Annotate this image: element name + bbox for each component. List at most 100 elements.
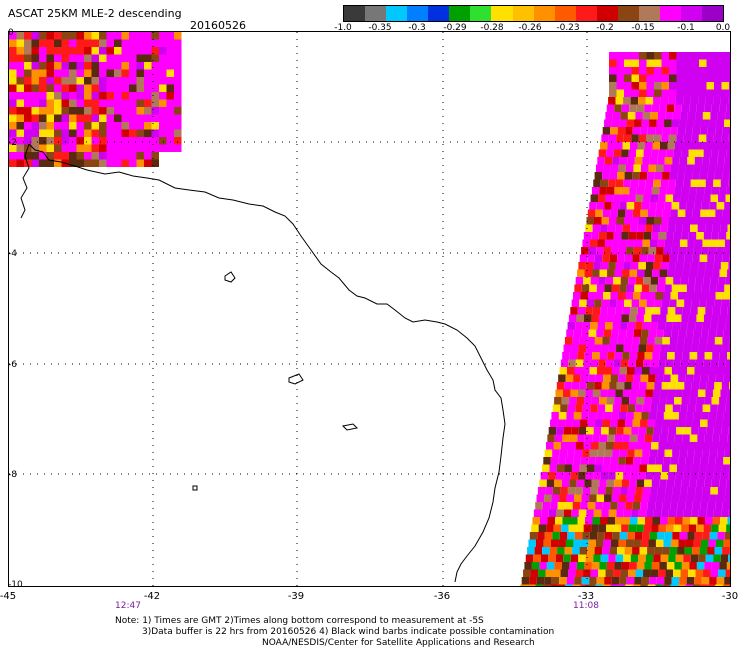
data-cell bbox=[584, 269, 593, 277]
data-cell bbox=[699, 337, 708, 345]
data-cell bbox=[631, 427, 639, 435]
data-cell bbox=[660, 517, 668, 525]
data-cell bbox=[567, 532, 575, 540]
data-cell bbox=[662, 254, 670, 262]
data-cell bbox=[99, 69, 107, 77]
latitude-label: -4 bbox=[8, 249, 17, 259]
data-cell bbox=[643, 149, 652, 157]
data-cell bbox=[728, 554, 736, 562]
data-cell bbox=[573, 292, 581, 300]
data-cell bbox=[726, 149, 734, 157]
data-cell bbox=[726, 479, 735, 487]
data-cell bbox=[166, 99, 174, 107]
data-cell bbox=[697, 142, 705, 150]
data-cell bbox=[692, 209, 701, 217]
data-cell bbox=[613, 232, 622, 240]
data-cell bbox=[641, 119, 650, 127]
data-cell bbox=[61, 77, 69, 85]
data-cell bbox=[136, 69, 144, 77]
data-cell bbox=[674, 397, 682, 405]
data-cell bbox=[646, 82, 654, 90]
data-cell bbox=[662, 584, 671, 592]
data-cell bbox=[651, 232, 659, 240]
data-cell bbox=[84, 32, 92, 40]
data-cell bbox=[713, 134, 722, 142]
data-cell bbox=[640, 292, 648, 300]
data-cell bbox=[9, 54, 17, 62]
data-cell bbox=[571, 344, 579, 352]
data-cell bbox=[567, 404, 576, 412]
data-cell bbox=[688, 314, 697, 322]
data-cell bbox=[652, 517, 660, 525]
data-cell bbox=[710, 487, 718, 495]
data-cell bbox=[666, 232, 674, 240]
data-cell bbox=[647, 419, 656, 427]
data-cell bbox=[106, 137, 114, 145]
data-cell bbox=[625, 374, 634, 382]
data-cell bbox=[590, 487, 598, 495]
data-cell bbox=[705, 142, 713, 150]
data-cell bbox=[619, 532, 628, 540]
data-cell bbox=[704, 479, 712, 487]
data-cell bbox=[729, 82, 737, 90]
data-cell bbox=[69, 114, 77, 122]
data-cell bbox=[725, 487, 733, 495]
data-cell bbox=[121, 54, 129, 62]
data-cell bbox=[676, 464, 685, 472]
data-cell bbox=[121, 32, 129, 40]
data-cell bbox=[639, 299, 647, 307]
data-cell bbox=[144, 144, 152, 152]
data-cell bbox=[554, 397, 562, 405]
data-cell bbox=[661, 134, 669, 142]
data-cell bbox=[91, 77, 99, 85]
data-cell bbox=[61, 99, 69, 107]
data-cell bbox=[129, 47, 137, 55]
data-cell bbox=[136, 32, 144, 40]
data-cell bbox=[614, 352, 623, 360]
data-cell bbox=[677, 209, 686, 217]
colorbar-tick-label: -1.0 bbox=[334, 23, 352, 33]
data-cell bbox=[641, 494, 650, 502]
data-cell bbox=[144, 69, 152, 77]
data-cell bbox=[720, 179, 729, 187]
data-cell bbox=[705, 517, 713, 525]
data-cell bbox=[544, 449, 553, 457]
data-cell bbox=[563, 472, 571, 480]
data-cell bbox=[609, 89, 617, 97]
data-cell bbox=[641, 329, 649, 337]
data-cell bbox=[608, 179, 616, 187]
data-cell bbox=[559, 449, 568, 457]
data-cell bbox=[671, 284, 680, 292]
data-cell bbox=[555, 554, 564, 562]
data-cell bbox=[593, 427, 602, 435]
coastline bbox=[28, 143, 506, 583]
data-cell bbox=[667, 307, 676, 315]
data-cell bbox=[600, 554, 609, 562]
data-cell bbox=[578, 554, 586, 562]
data-cell bbox=[695, 194, 704, 202]
data-cell bbox=[563, 427, 572, 435]
data-cell bbox=[46, 32, 54, 40]
data-cell bbox=[54, 84, 62, 92]
data-cell bbox=[714, 89, 722, 97]
data-cell bbox=[144, 77, 152, 85]
data-cell bbox=[722, 209, 731, 217]
data-cell bbox=[24, 137, 32, 145]
data-cell bbox=[31, 107, 39, 115]
data-cell bbox=[678, 539, 686, 547]
data-cell bbox=[617, 502, 626, 510]
data-cell bbox=[114, 32, 122, 40]
data-cell bbox=[706, 89, 714, 97]
data-cell bbox=[704, 104, 712, 112]
data-cell bbox=[571, 299, 580, 307]
data-cell bbox=[542, 584, 551, 592]
data-cell bbox=[557, 547, 565, 555]
data-cell bbox=[723, 457, 731, 465]
data-cell bbox=[708, 247, 717, 255]
data-cell bbox=[592, 389, 601, 397]
data-cell bbox=[607, 307, 616, 315]
data-cell bbox=[591, 397, 600, 405]
data-cell bbox=[693, 457, 701, 465]
data-cell bbox=[577, 352, 585, 360]
data-cell bbox=[580, 457, 589, 465]
